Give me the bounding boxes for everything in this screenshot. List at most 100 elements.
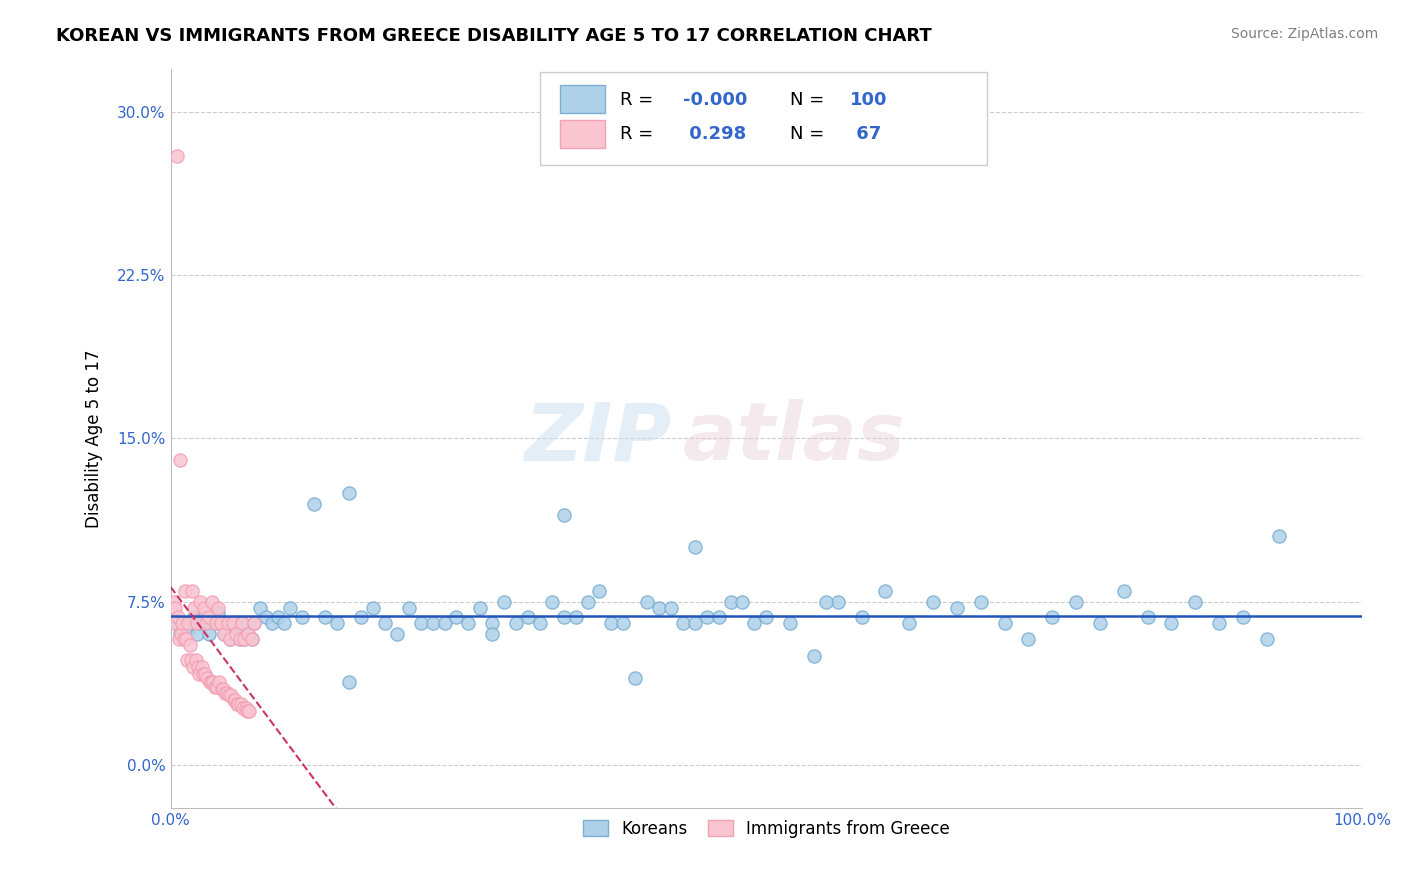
Point [232, 701, 254, 715]
Point [166, 616, 188, 631]
Point [993, 616, 1015, 631]
Point [200, 675, 222, 690]
Text: N =: N = [790, 91, 830, 109]
Point [624, 671, 647, 685]
Point [193, 601, 215, 615]
Point [1256, 632, 1278, 646]
Point [481, 627, 503, 641]
Point [243, 616, 266, 631]
Point [1232, 610, 1254, 624]
Point [228, 697, 250, 711]
Point [184, 653, 207, 667]
Point [243, 616, 266, 631]
Point [209, 616, 232, 631]
Point [174, 632, 197, 646]
Point [209, 616, 232, 631]
Point [779, 616, 801, 631]
Point [219, 632, 242, 646]
Point [1208, 616, 1230, 631]
Point [198, 675, 221, 690]
Point [218, 688, 240, 702]
Point [181, 583, 204, 598]
Point [193, 610, 215, 624]
Y-axis label: Disability Age 5 to 17: Disability Age 5 to 17 [86, 350, 103, 528]
Point [240, 632, 263, 646]
Point [217, 616, 239, 631]
Point [212, 627, 235, 641]
Point [221, 616, 243, 631]
Point [190, 660, 212, 674]
Point [827, 595, 849, 609]
Point [212, 627, 235, 641]
Point [235, 701, 257, 715]
Text: 0.298: 0.298 [683, 126, 747, 144]
Point [221, 616, 243, 631]
Point [1088, 616, 1111, 631]
Point [696, 610, 718, 624]
Point [433, 616, 456, 631]
Point [720, 595, 742, 609]
Point [177, 616, 200, 631]
Point [260, 616, 283, 631]
Bar [560, 120, 606, 148]
Point [385, 627, 408, 641]
Point [529, 616, 551, 631]
Point [205, 616, 228, 631]
Point [922, 595, 945, 609]
Point [707, 610, 730, 624]
Point [803, 649, 825, 664]
Point [1040, 610, 1063, 624]
Point [588, 583, 610, 598]
Point [166, 610, 188, 624]
Point [600, 616, 623, 631]
Point [337, 486, 360, 500]
Point [166, 148, 188, 162]
Point [231, 616, 253, 631]
Point [202, 675, 225, 690]
Point [898, 616, 921, 631]
Point [173, 632, 195, 646]
Point [970, 595, 993, 609]
Point [422, 616, 444, 631]
Point [177, 623, 200, 637]
Text: Source: ZipAtlas.com: Source: ZipAtlas.com [1230, 27, 1378, 41]
Text: 67: 67 [849, 126, 882, 144]
Point [229, 697, 252, 711]
Point [231, 616, 253, 631]
Point [564, 610, 586, 624]
Point [233, 632, 256, 646]
Point [851, 610, 873, 624]
Point [197, 627, 219, 641]
Point [201, 610, 224, 624]
Point [540, 595, 562, 609]
Point [481, 616, 503, 631]
Point [1136, 610, 1159, 624]
Point [233, 632, 256, 646]
Point [755, 610, 778, 624]
Point [249, 601, 271, 615]
Point [494, 595, 516, 609]
Text: -0.000: -0.000 [683, 91, 747, 109]
Text: R =: R = [620, 91, 659, 109]
Point [176, 653, 198, 667]
Point [398, 601, 420, 615]
FancyBboxPatch shape [540, 72, 987, 165]
Point [207, 601, 229, 615]
Point [505, 616, 527, 631]
Point [211, 681, 233, 696]
Point [636, 595, 658, 609]
Point [278, 601, 301, 615]
Point [214, 686, 236, 700]
Text: 100: 100 [849, 91, 887, 109]
Point [291, 610, 314, 624]
Text: atlas: atlas [683, 400, 905, 477]
Point [1184, 595, 1206, 609]
Point [612, 616, 634, 631]
Text: ZIP: ZIP [523, 400, 671, 477]
Point [195, 616, 218, 631]
Point [201, 595, 224, 609]
Point [205, 616, 228, 631]
Point [267, 610, 290, 624]
Text: R =: R = [620, 126, 659, 144]
Point [191, 666, 214, 681]
